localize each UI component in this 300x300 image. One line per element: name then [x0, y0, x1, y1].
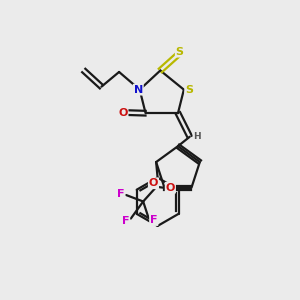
Text: N: N: [134, 85, 143, 94]
Text: S: S: [176, 47, 184, 57]
Text: S: S: [185, 85, 193, 94]
Text: F: F: [122, 216, 129, 226]
Text: H: H: [193, 132, 201, 141]
Text: F: F: [150, 215, 158, 225]
Text: O: O: [166, 183, 175, 193]
Text: F: F: [117, 188, 124, 199]
Text: O: O: [118, 108, 128, 118]
Text: O: O: [149, 178, 158, 188]
